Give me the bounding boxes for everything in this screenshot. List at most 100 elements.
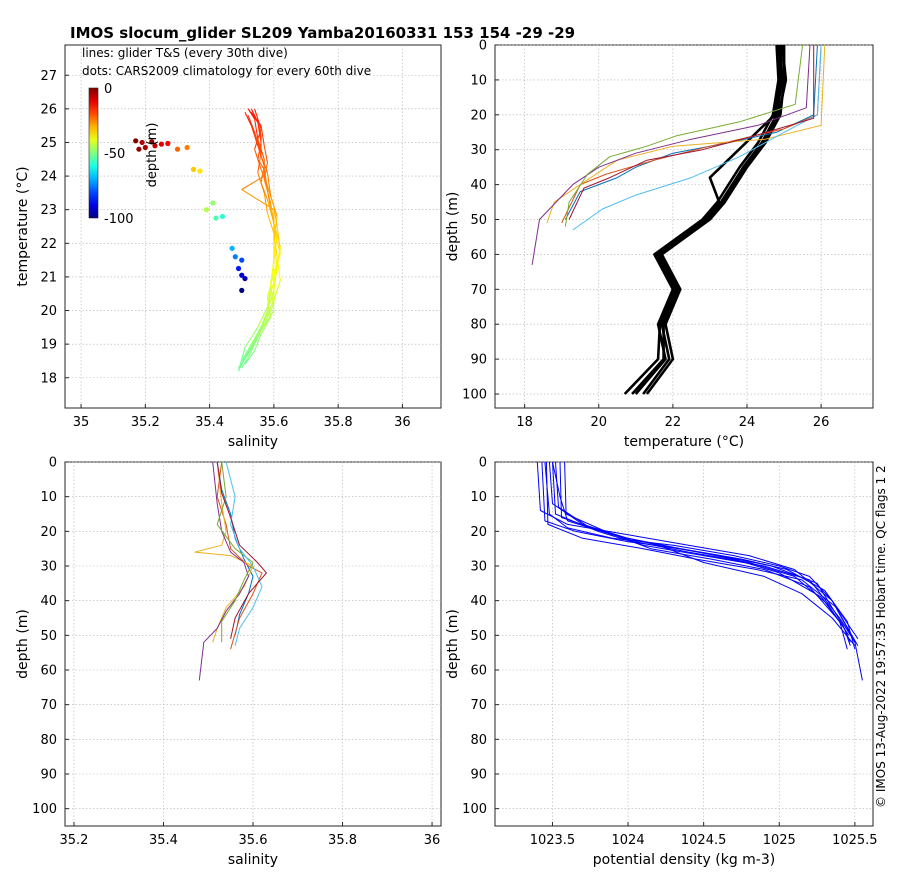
x-tick-label: 1025.5 <box>832 833 878 848</box>
x-tick-label: 1024 <box>612 833 645 848</box>
y-tick-label: 22 <box>40 237 57 252</box>
glider-ts-segment <box>266 290 275 311</box>
glider-ts-segment <box>238 347 246 372</box>
y-tick-label: 50 <box>470 213 487 228</box>
climatology-point <box>210 200 216 206</box>
y-tick-label: 90 <box>40 768 57 783</box>
glider-ts-segment <box>263 145 269 163</box>
glider-ts-segment <box>263 192 269 214</box>
glider-profile-line <box>564 44 818 220</box>
y-tick-label: 19 <box>40 338 57 353</box>
glider-ts-segment <box>244 111 252 126</box>
y-tick-label: 27 <box>40 69 57 84</box>
glider-ts-segment <box>273 222 281 247</box>
glider-ts-segment <box>273 266 278 291</box>
glider-ts-segment <box>254 132 262 153</box>
y-tick-label: 100 <box>32 802 57 817</box>
y-axis-label: depth (m) <box>15 609 31 679</box>
glider-ts-segment <box>263 162 269 180</box>
y-tick-label: 30 <box>40 560 57 575</box>
glider-profile-line <box>559 461 851 643</box>
glider-ts-segment <box>263 303 275 325</box>
glider-ts-segment <box>260 155 268 173</box>
glider-ts-segment <box>254 108 262 130</box>
glider-profile-line <box>225 461 263 646</box>
plot-frame <box>494 461 874 827</box>
glider-ts-segment <box>244 327 259 348</box>
glider-ts-segment <box>260 310 275 331</box>
glider-profile-line <box>216 461 267 639</box>
y-tick-label: 50 <box>470 629 487 644</box>
y-axis-label: depth (m) <box>445 192 461 262</box>
glider-ts-segment <box>254 149 262 170</box>
y-tick-label: 10 <box>470 490 487 505</box>
glider-profile-line <box>216 461 254 643</box>
climatology-point <box>136 146 142 152</box>
climatology-point <box>190 166 197 172</box>
x-tick-label: 1023.5 <box>530 833 576 848</box>
glider-ts-segment <box>250 111 262 126</box>
y-tick-label: 26 <box>40 102 57 117</box>
x-axis-label: salinity <box>228 434 278 450</box>
climatology-point <box>149 139 155 145</box>
climatology-point <box>242 275 248 282</box>
x-tick-label: 35.2 <box>131 415 160 430</box>
glider-ts-segment <box>247 333 259 352</box>
y-tick-label: 50 <box>40 629 57 644</box>
glider-ts-segment <box>260 310 268 328</box>
climatology-point <box>142 144 148 151</box>
glider-ts-segment <box>260 316 272 335</box>
glider-profile-line <box>564 44 804 227</box>
y-axis-label: depth (m) <box>445 609 461 679</box>
glider-profile-line <box>216 461 263 650</box>
climatology-point <box>174 146 181 152</box>
glider-profile-line <box>568 45 815 220</box>
figure-title: IMOS slocum_glider SL209 Yamba20160331 1… <box>70 24 575 42</box>
glider-ts-segment <box>263 300 275 321</box>
climatology-point <box>219 213 226 220</box>
y-tick-label: 80 <box>470 318 487 333</box>
ts-panel: 35 35.2 35.4 35.6 35.8 36 18 19 20 21 22 23 24 25 26 27… <box>15 44 442 450</box>
glider-ts-segment <box>247 108 259 123</box>
y-tick-label: 40 <box>470 594 487 609</box>
y-tick-label: 0 <box>479 456 487 471</box>
x-axis-label: temperature (°C) <box>624 434 744 450</box>
x-tick-label: 26 <box>813 415 830 430</box>
x-axis-label: salinity <box>228 852 278 868</box>
glider-ts-segment <box>263 179 272 204</box>
y-tick-label: 70 <box>470 698 487 713</box>
y-tick-label: 20 <box>470 108 487 123</box>
colorbar-tick-label: 0 <box>104 82 112 97</box>
climatology-profile-line <box>623 44 782 395</box>
climatology-point <box>239 272 245 278</box>
y-tick-label: 80 <box>470 733 487 748</box>
glider-ts-segment <box>241 357 249 368</box>
y-tick-label: 60 <box>470 248 487 263</box>
climatology-point <box>229 245 235 251</box>
climatology-point <box>139 139 145 146</box>
y-tick-label: 20 <box>40 304 57 319</box>
plot-frame <box>494 44 874 409</box>
glider-ts-segment <box>266 172 272 197</box>
y-tick-label: 10 <box>470 73 487 88</box>
y-tick-label: 10 <box>40 490 57 505</box>
glider-ts-segment <box>241 175 265 190</box>
copyright-note: © IMOS 13-Aug-2022 19:57:35 Hobart time.… <box>874 465 888 808</box>
x-tick-label: 22 <box>665 415 682 430</box>
x-tick-label: 18 <box>516 415 533 430</box>
x-tick-label: 35.6 <box>259 415 288 430</box>
glider-ts-segment <box>254 333 262 352</box>
climatology-point <box>213 215 219 221</box>
y-tick-label: 21 <box>40 270 57 285</box>
y-tick-label: 70 <box>470 283 487 298</box>
glider-ts-segment <box>266 212 275 234</box>
glider-ts-segment <box>247 115 256 133</box>
glider-ts-segment <box>241 343 252 362</box>
y-tick-label: 23 <box>40 203 57 218</box>
y-tick-label: 90 <box>470 768 487 783</box>
climatology-point <box>197 168 203 174</box>
y-tick-label: 0 <box>49 456 57 471</box>
glider-profile-line <box>572 44 822 231</box>
x-tick-label: 1024.5 <box>681 833 727 848</box>
glider-ts-segment <box>273 280 281 301</box>
